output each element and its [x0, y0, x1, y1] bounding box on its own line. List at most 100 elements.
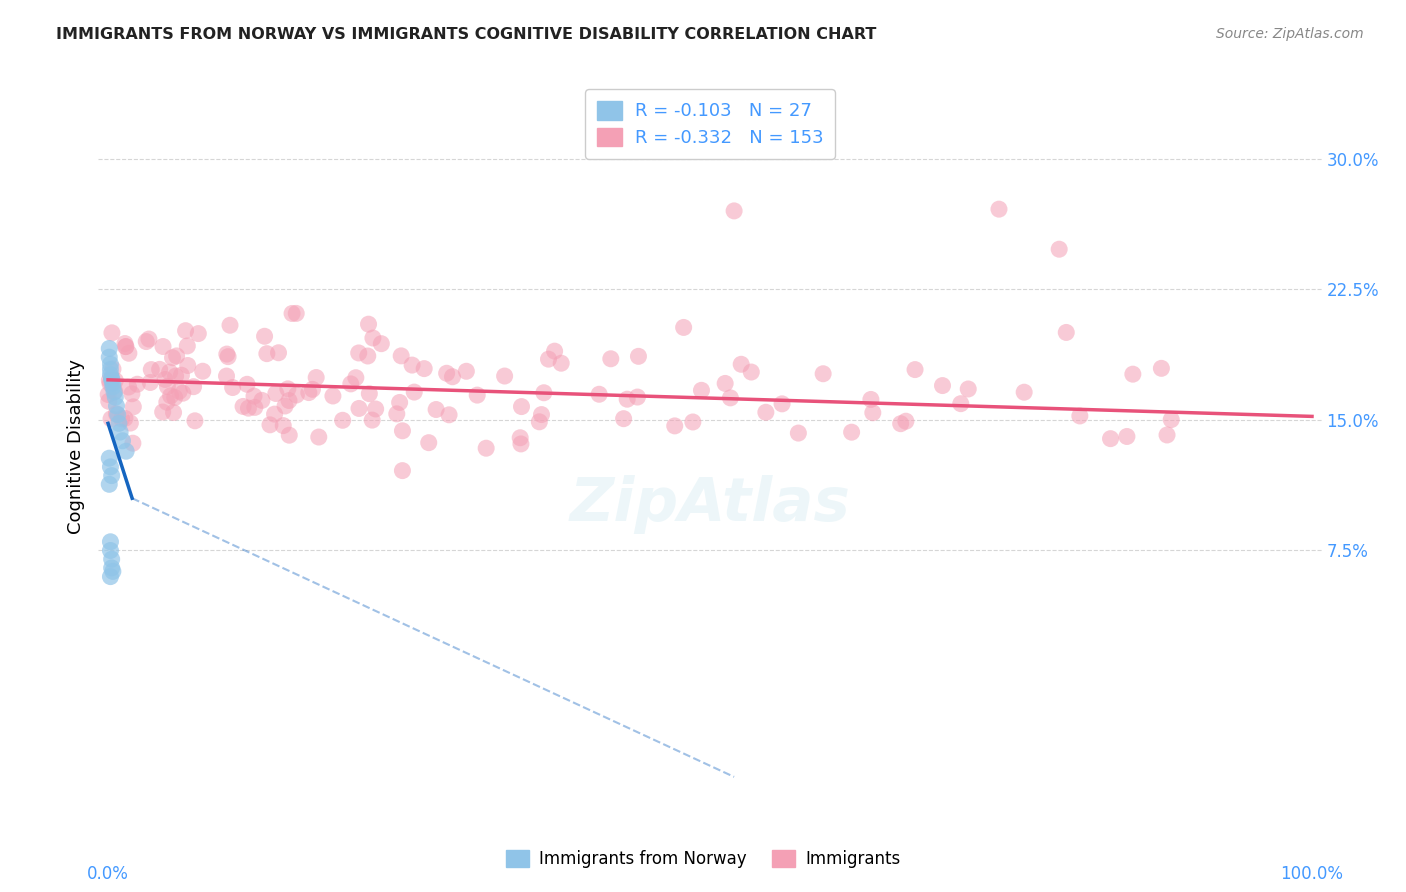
Point [389, 349, 412, 363]
Point [465, 388, 488, 402]
Point [191, 364, 214, 378]
Point [361, 331, 384, 345]
Point [122, 400, 145, 414]
Point [404, 385, 426, 400]
Point [332, 413, 354, 427]
Point [308, 430, 330, 444]
Point [153, 372, 176, 386]
Point [494, 369, 516, 384]
Point [114, 340, 136, 354]
Point [100, 357, 122, 371]
Point [177, 359, 200, 373]
Point [740, 365, 762, 379]
Point [599, 351, 621, 366]
Point [550, 356, 572, 370]
Point [105, 399, 128, 413]
Point [121, 386, 143, 401]
Point [152, 405, 174, 419]
Legend: R = -0.103   N = 27, R = -0.332   N = 153: R = -0.103 N = 27, R = -0.332 N = 153 [585, 89, 835, 159]
Point [988, 202, 1011, 216]
Point [111, 434, 134, 448]
Point [118, 346, 141, 360]
Point [215, 347, 238, 361]
Point [101, 376, 124, 391]
Point [100, 362, 122, 376]
Point [101, 565, 124, 579]
Point [114, 336, 136, 351]
Point [285, 306, 308, 320]
Point [278, 393, 301, 408]
Point [364, 402, 387, 417]
Point [755, 405, 778, 419]
Point [510, 400, 533, 414]
Point [1122, 367, 1144, 381]
Point [322, 389, 344, 403]
Text: 100.0%: 100.0% [1281, 865, 1344, 883]
Point [135, 334, 157, 349]
Point [770, 397, 793, 411]
Point [236, 377, 259, 392]
Point [100, 534, 122, 549]
Point [859, 392, 882, 407]
Text: ZipAtlas: ZipAtlas [569, 475, 851, 534]
Point [162, 351, 184, 365]
Point [357, 349, 380, 363]
Y-axis label: Cognitive Disability: Cognitive Disability [66, 359, 84, 533]
Point [718, 391, 741, 405]
Point [626, 390, 648, 404]
Point [243, 401, 266, 415]
Point [441, 369, 464, 384]
Point [100, 468, 122, 483]
Legend: Immigrants from Norway, Immigrants: Immigrants from Norway, Immigrants [499, 843, 907, 875]
Point [149, 362, 172, 376]
Point [105, 407, 128, 421]
Point [98, 350, 121, 364]
Point [682, 415, 704, 429]
Point [627, 349, 650, 363]
Point [361, 413, 384, 427]
Point [101, 362, 124, 376]
Point [184, 414, 207, 428]
Text: 0.0%: 0.0% [87, 865, 129, 883]
Point [98, 376, 121, 391]
Point [232, 400, 254, 414]
Point [890, 417, 912, 431]
Point [588, 387, 610, 401]
Point [1012, 385, 1035, 400]
Point [543, 344, 565, 359]
Point [1116, 429, 1139, 443]
Point [152, 339, 174, 353]
Point [120, 416, 142, 430]
Point [138, 332, 160, 346]
Point [107, 408, 129, 422]
Point [263, 407, 285, 421]
Point [274, 399, 297, 413]
Point [281, 306, 304, 320]
Point [340, 376, 363, 391]
Point [285, 388, 308, 402]
Point [100, 373, 122, 387]
Point [98, 451, 121, 466]
Point [510, 437, 533, 451]
Point [221, 380, 243, 394]
Point [391, 424, 413, 438]
Point [108, 417, 131, 431]
Point [172, 386, 194, 401]
Point [114, 340, 136, 354]
Point [100, 371, 122, 385]
Point [100, 368, 122, 382]
Point [159, 389, 181, 403]
Point [104, 390, 127, 404]
Point [359, 386, 381, 401]
Point [166, 349, 188, 363]
Point [1150, 361, 1173, 376]
Point [391, 464, 413, 478]
Point [267, 345, 290, 359]
Point [97, 387, 120, 401]
Point [238, 401, 260, 416]
Point [672, 320, 695, 334]
Point [243, 389, 266, 403]
Point [714, 376, 737, 391]
Point [904, 362, 927, 376]
Point [301, 382, 323, 396]
